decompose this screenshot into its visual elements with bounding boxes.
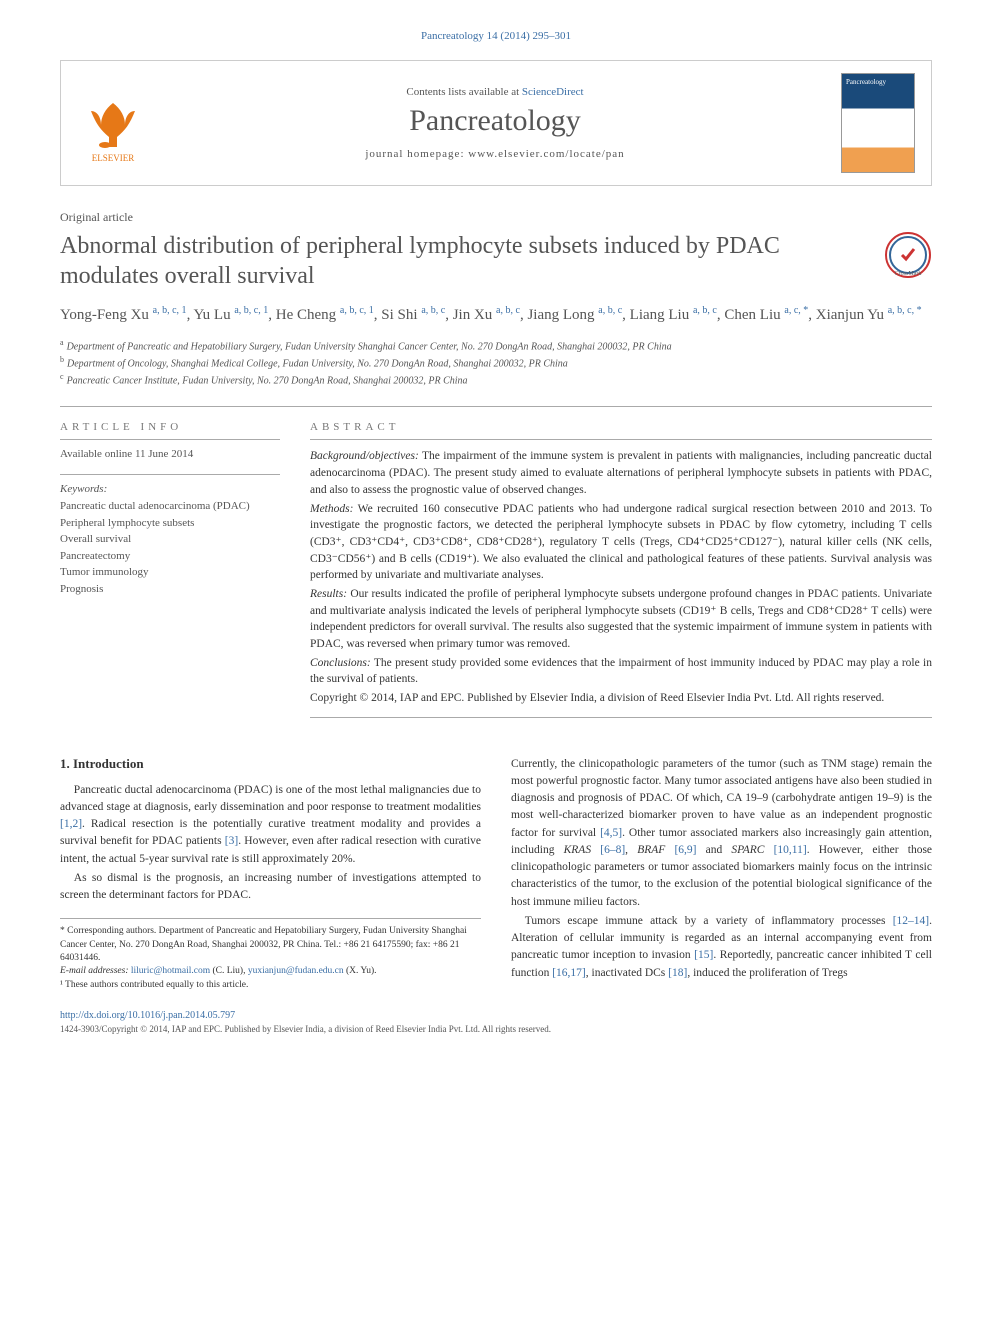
info-abstract-row: ARTICLE INFO Available online 11 June 20… — [60, 421, 932, 725]
online-date: Available online 11 June 2014 — [60, 448, 280, 460]
footer-copyright: 1424-3903/Copyright © 2014, IAP and EPC.… — [60, 1024, 932, 1034]
journal-cover-thumb[interactable] — [841, 73, 915, 173]
article-info-heading: ARTICLE INFO — [60, 421, 280, 433]
author-list: Yong-Feng Xu a, b, c, 1, Yu Lu a, b, c, … — [60, 303, 932, 327]
elsevier-logo[interactable]: ELSEVIER — [77, 83, 149, 163]
doi-link[interactable]: http://dx.doi.org/10.1016/j.pan.2014.05.… — [60, 1010, 235, 1021]
affiliations: aDepartment of Pancreatic and Hepatobili… — [60, 337, 932, 389]
right-column: Currently, the clinicopathologic paramet… — [511, 756, 932, 992]
left-column: 1. Introduction Pancreatic ductal adenoc… — [60, 756, 481, 992]
keyword-item: Prognosis — [60, 581, 280, 598]
keyword-item: Peripheral lymphocyte subsets — [60, 515, 280, 532]
elsevier-label: ELSEVIER — [92, 153, 135, 163]
section-heading: 1. Introduction — [60, 756, 481, 772]
article-title: Abnormal distribution of peripheral lymp… — [60, 231, 874, 291]
info-divider — [310, 717, 932, 718]
footnotes-block: * Corresponding authors. Department of P… — [60, 918, 481, 991]
citation-link[interactable]: Pancreatology 14 (2014) 295–301 — [421, 30, 571, 42]
article-info-block: ARTICLE INFO Available online 11 June 20… — [60, 421, 280, 725]
corresponding-note: * Corresponding authors. Department of P… — [60, 925, 481, 965]
equal-contribution-note: ¹ These authors contributed equally to t… — [60, 979, 481, 992]
article-type: Original article — [60, 210, 932, 225]
homepage-line: journal homepage: www.elsevier.com/locat… — [149, 148, 841, 160]
contents-line: Contents lists available at ScienceDirec… — [149, 86, 841, 98]
email-link-1[interactable]: liluric@hotmail.com — [131, 966, 210, 976]
journal-name: Pancreatology — [149, 104, 841, 138]
crossmark-icon[interactable]: CrossMark — [884, 231, 932, 279]
keywords-list: Pancreatic ductal adenocarcinoma (PDAC)P… — [60, 498, 280, 597]
header-center: Contents lists available at ScienceDirec… — [149, 86, 841, 160]
abstract-body: Background/objectives: The impairment of… — [310, 448, 932, 706]
email-link-2[interactable]: yuxianjun@fudan.edu.cn — [248, 966, 344, 976]
info-divider — [60, 439, 280, 440]
sciencedirect-link[interactable]: ScienceDirect — [522, 86, 584, 98]
abstract-heading: ABSTRACT — [310, 421, 932, 433]
abstract-copyright: Copyright © 2014, IAP and EPC. Published… — [310, 690, 932, 707]
info-divider — [60, 474, 280, 475]
abstract-block: ABSTRACT Background/objectives: The impa… — [310, 421, 932, 725]
doi-line: http://dx.doi.org/10.1016/j.pan.2014.05.… — [60, 1010, 932, 1021]
elsevier-tree-icon — [85, 97, 141, 153]
citation-line: Pancreatology 14 (2014) 295–301 — [60, 30, 932, 42]
email-note: E-mail addresses: liluric@hotmail.com (C… — [60, 965, 481, 978]
body-text: Pancreatic ductal adenocarcinoma (PDAC) … — [60, 782, 481, 905]
svg-text:CrossMark: CrossMark — [895, 271, 922, 277]
body-columns: 1. Introduction Pancreatic ductal adenoc… — [60, 756, 932, 992]
keyword-item: Pancreatic ductal adenocarcinoma (PDAC) — [60, 498, 280, 515]
keywords-heading: Keywords: — [60, 483, 280, 495]
info-divider — [310, 439, 932, 440]
keyword-item: Pancreatectomy — [60, 548, 280, 565]
homepage-link[interactable]: www.elsevier.com/locate/pan — [468, 148, 624, 160]
keyword-item: Tumor immunology — [60, 564, 280, 581]
journal-header: ELSEVIER Contents lists available at Sci… — [60, 60, 932, 186]
body-text: Currently, the clinicopathologic paramet… — [511, 756, 932, 982]
divider — [60, 406, 932, 407]
keyword-item: Overall survival — [60, 531, 280, 548]
